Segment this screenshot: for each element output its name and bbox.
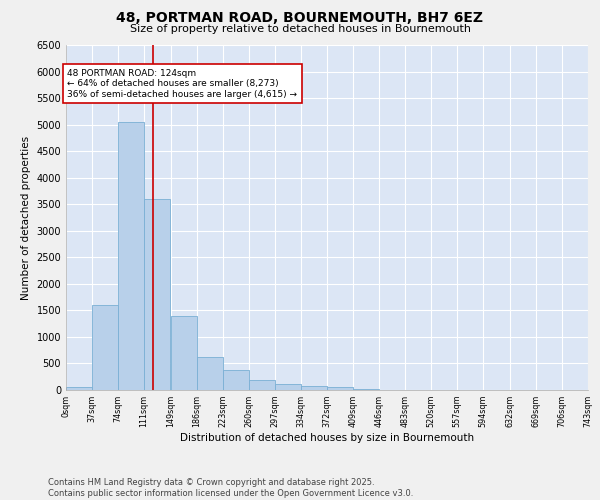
Bar [328,388,353,390]
Text: Contains HM Land Registry data © Crown copyright and database right 2025.
Contai: Contains HM Land Registry data © Crown c… [48,478,413,498]
Bar [197,357,223,390]
X-axis label: Distribution of detached houses by size in Bournemouth: Distribution of detached houses by size … [180,433,474,443]
Bar [223,370,248,390]
Bar [248,380,275,390]
Bar [353,389,379,390]
Bar [301,386,326,390]
Bar [170,316,197,390]
Bar [66,388,92,390]
Y-axis label: Number of detached properties: Number of detached properties [21,136,31,300]
Text: Size of property relative to detached houses in Bournemouth: Size of property relative to detached ho… [130,24,470,34]
Text: 48, PORTMAN ROAD, BOURNEMOUTH, BH7 6EZ: 48, PORTMAN ROAD, BOURNEMOUTH, BH7 6EZ [116,11,484,25]
Bar [92,305,118,390]
Bar [144,199,170,390]
Bar [118,122,144,390]
Bar [275,384,301,390]
Text: 48 PORTMAN ROAD: 124sqm
← 64% of detached houses are smaller (8,273)
36% of semi: 48 PORTMAN ROAD: 124sqm ← 64% of detache… [67,69,298,98]
